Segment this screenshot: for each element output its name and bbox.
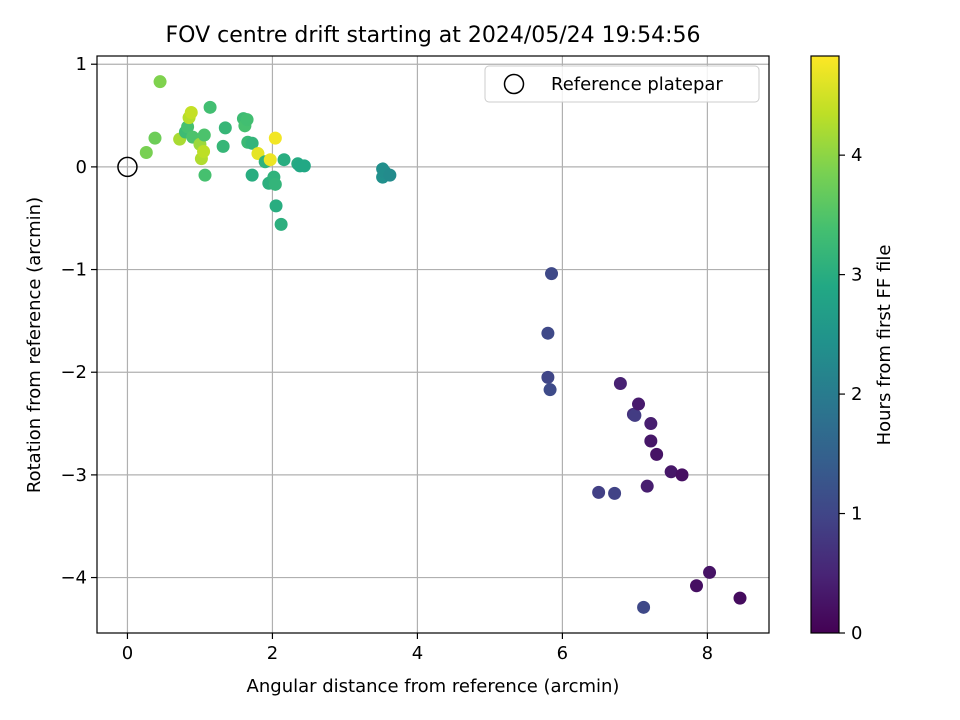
data-point xyxy=(637,600,651,614)
colorbar-gradient xyxy=(810,55,840,634)
chart-title: FOV centre drift starting at 2024/05/24 … xyxy=(166,23,701,48)
data-point xyxy=(608,486,622,500)
colorbar: 0 1 2 3 4 Hours from first FF file xyxy=(810,55,895,644)
data-point xyxy=(277,153,291,167)
x-axis-label: Angular distance from reference (arcmin) xyxy=(247,676,620,697)
data-point xyxy=(268,131,282,145)
data-point xyxy=(197,144,211,158)
data-point xyxy=(628,408,642,422)
y-tick-label: 0 xyxy=(76,157,87,178)
data-point xyxy=(245,136,259,150)
data-point xyxy=(640,479,654,493)
data-point xyxy=(543,383,557,397)
data-point xyxy=(703,565,717,579)
data-point xyxy=(644,434,658,448)
colorbar-ticks: 0 1 2 3 4 xyxy=(839,145,862,644)
data-point xyxy=(383,168,397,182)
y-tick-label: −4 xyxy=(60,568,87,589)
data-point xyxy=(733,591,747,605)
data-point xyxy=(148,131,162,145)
data-point xyxy=(650,447,664,461)
legend: Reference platepar xyxy=(484,65,760,103)
data-point xyxy=(263,153,277,167)
data-point xyxy=(153,75,167,89)
colorbar-label: Hours from first FF file xyxy=(874,245,895,446)
y-axis-label: Rotation from reference (arcmin) xyxy=(24,197,45,493)
data-point xyxy=(644,417,658,431)
data-point xyxy=(184,105,198,119)
colorbar-tick-label: 1 xyxy=(851,504,862,525)
plot-frame xyxy=(96,55,770,634)
x-tick-label: 4 xyxy=(412,643,423,664)
data-point xyxy=(690,579,704,593)
colorbar-tick-label: 2 xyxy=(851,384,862,405)
data-point xyxy=(245,168,259,182)
y-tick-label: −3 xyxy=(60,465,87,486)
data-point xyxy=(218,121,232,135)
data-point xyxy=(274,217,288,231)
colorbar-tick-label: 0 xyxy=(851,623,862,644)
data-point xyxy=(664,465,678,479)
reference-platepar-marker xyxy=(117,156,138,178)
data-point xyxy=(545,267,559,281)
data-point xyxy=(297,159,311,173)
data-point xyxy=(139,146,153,160)
y-tick-label: −1 xyxy=(60,260,87,281)
colorbar-tick-label: 4 xyxy=(851,145,862,166)
scatter-points xyxy=(139,75,747,614)
data-point xyxy=(268,177,282,191)
legend-label: Reference platepar xyxy=(551,74,723,95)
y-tick-label: −2 xyxy=(60,362,87,383)
data-point xyxy=(541,326,555,340)
axis-ticks: 0 2 4 6 810−1−2−3−4 xyxy=(60,54,713,664)
data-point xyxy=(198,168,212,182)
x-tick-label: 2 xyxy=(267,643,278,664)
data-point xyxy=(203,100,217,114)
data-point xyxy=(216,139,230,153)
colorbar-tick-label: 3 xyxy=(851,265,862,286)
x-tick-label: 0 xyxy=(122,643,133,664)
data-point xyxy=(541,370,555,384)
data-point xyxy=(269,199,283,213)
y-tick-label: 1 xyxy=(76,54,87,75)
data-point xyxy=(632,397,646,411)
grid xyxy=(97,56,769,633)
data-point xyxy=(613,377,627,391)
plot-area: 0 2 4 6 810−1−2−3−4 Reference platepar xyxy=(60,54,770,664)
data-point xyxy=(240,113,254,127)
legend-marker-icon xyxy=(503,73,525,95)
data-point xyxy=(592,485,606,499)
x-tick-label: 6 xyxy=(557,643,568,664)
x-tick-label: 8 xyxy=(702,643,713,664)
data-point xyxy=(197,128,211,142)
legend-box xyxy=(484,65,760,103)
data-point xyxy=(675,468,689,482)
